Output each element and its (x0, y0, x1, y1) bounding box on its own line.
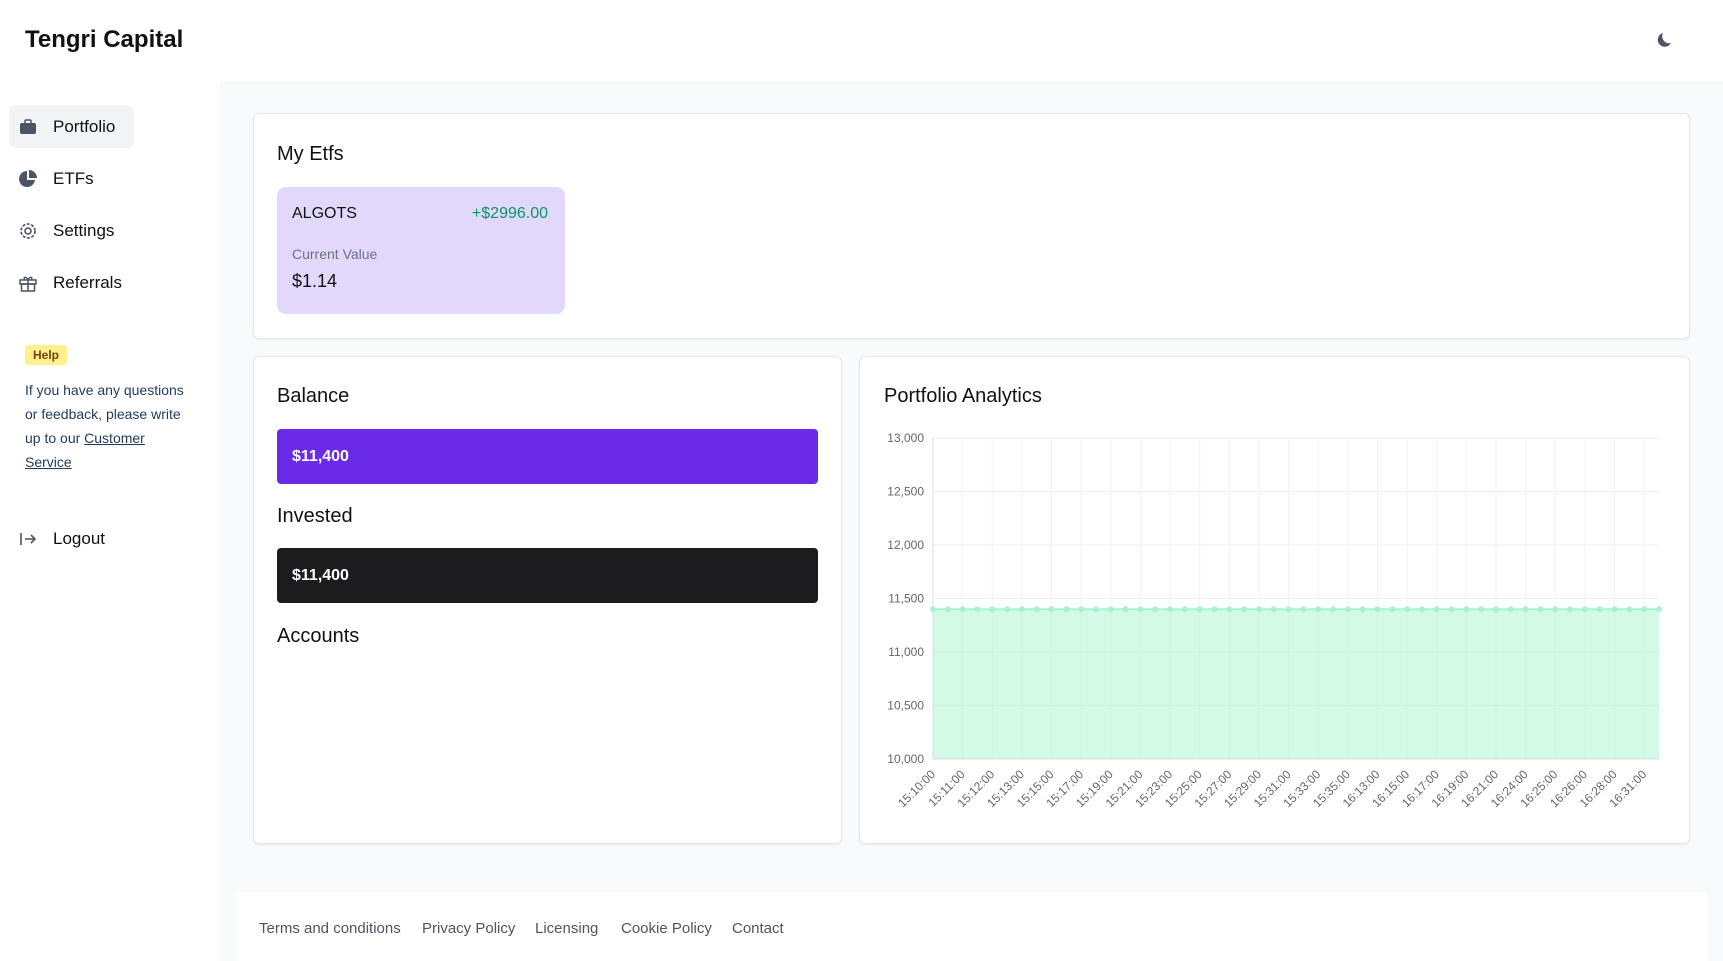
app-title: Tengri Capital (25, 26, 184, 53)
help-text: If you have any questions or feedback, p… (25, 378, 195, 474)
point (1344, 606, 1351, 613)
footer-link[interactable]: Contact (732, 920, 784, 937)
point (1152, 606, 1159, 613)
invested-value: $11,400 (292, 566, 349, 584)
point (1537, 606, 1544, 613)
point (1107, 606, 1114, 613)
y-tick-label: 12,000 (887, 538, 924, 552)
y-tick-label: 12,500 (887, 485, 924, 499)
nav-label: Referrals (53, 272, 122, 292)
nav-item[interactable]: Portfolio (9, 105, 134, 148)
point (1078, 606, 1085, 613)
point (1389, 606, 1396, 613)
footer-link[interactable]: Cookie Policy (621, 920, 712, 937)
analytics-card (859, 356, 1690, 844)
point (1478, 606, 1485, 613)
y-tick-label: 13,000 (887, 431, 924, 445)
point (1493, 606, 1500, 613)
footer-link[interactable]: Licensing (535, 920, 599, 937)
point (1004, 606, 1011, 613)
card-title: Accounts (277, 625, 360, 647)
nav-item[interactable]: Settings (9, 209, 134, 252)
y-tick-label: 10,000 (887, 752, 924, 766)
point (1122, 606, 1129, 613)
point (959, 606, 966, 613)
point (1656, 606, 1662, 613)
point (1418, 606, 1425, 613)
point (930, 606, 936, 613)
footer (236, 892, 1707, 961)
logout-label: Logout (53, 528, 105, 548)
card-title: Balance (277, 385, 350, 407)
y-tick-label: 11,000 (888, 645, 924, 659)
point (989, 606, 996, 613)
y-tick-label: 10,500 (887, 699, 924, 713)
point (1448, 606, 1455, 613)
balance-bar: $11,400 (277, 429, 818, 484)
nav-item[interactable]: ETFs (9, 157, 134, 200)
point (1330, 606, 1337, 613)
point (1018, 606, 1025, 613)
area (933, 609, 1659, 759)
nav-item[interactable]: Referrals (9, 261, 134, 304)
point (1137, 606, 1144, 613)
logout[interactable]: Logout (9, 517, 134, 560)
footer-link[interactable]: Privacy Policy (422, 920, 516, 937)
card-title: My Etfs (277, 143, 344, 165)
footer-link[interactable]: Terms and conditions (259, 920, 401, 937)
point (1507, 606, 1514, 613)
customer-service-link[interactable]: Customer Service (25, 430, 145, 470)
nav-label: Settings (53, 220, 115, 240)
point (1404, 606, 1411, 613)
point (1196, 606, 1203, 613)
point (1567, 606, 1574, 613)
point (1300, 606, 1307, 613)
point (1433, 606, 1440, 613)
point (1048, 606, 1055, 613)
point (1626, 606, 1633, 613)
etf-name: ALGOTS (292, 205, 357, 222)
point (1522, 606, 1529, 613)
point (944, 606, 951, 613)
card-title: Invested (277, 505, 353, 527)
point (1359, 606, 1366, 613)
point (1285, 606, 1292, 613)
point (1092, 606, 1099, 613)
point (1596, 606, 1603, 613)
point (1611, 606, 1618, 613)
point (1552, 606, 1559, 613)
etf-change: +$2996.00 (471, 205, 548, 222)
point (1181, 606, 1188, 613)
point (1581, 606, 1588, 613)
nav-label: ETFs (53, 168, 94, 188)
y-tick-label: 11,500 (888, 592, 924, 606)
invested-bar: $11,400 (277, 548, 818, 603)
etf-value: $1.14 (292, 271, 338, 291)
chart-title: Portfolio Analytics (884, 385, 1042, 407)
point (1167, 606, 1174, 613)
nav-label: Portfolio (53, 116, 116, 136)
etf-value-label: Current Value (292, 246, 378, 262)
point (1063, 606, 1070, 613)
point (1033, 606, 1040, 613)
help-badge: Help (25, 345, 68, 365)
balance-value: $11,400 (292, 447, 349, 465)
point (1255, 606, 1262, 613)
point (974, 606, 981, 613)
point (1241, 606, 1248, 613)
point (1211, 606, 1218, 613)
point (1641, 606, 1648, 613)
etf-tile[interactable] (277, 187, 565, 314)
theme-toggle[interactable] (1656, 30, 1676, 50)
point (1315, 606, 1322, 613)
chart: 10,000 10,500 11,000 11,500 12,000 12,500 13,0… (887, 431, 1662, 810)
point (1374, 606, 1381, 613)
point (1463, 606, 1470, 613)
point (1270, 606, 1277, 613)
point (1226, 606, 1233, 613)
help-body: If you have any questions or feedback, p… (25, 382, 184, 446)
